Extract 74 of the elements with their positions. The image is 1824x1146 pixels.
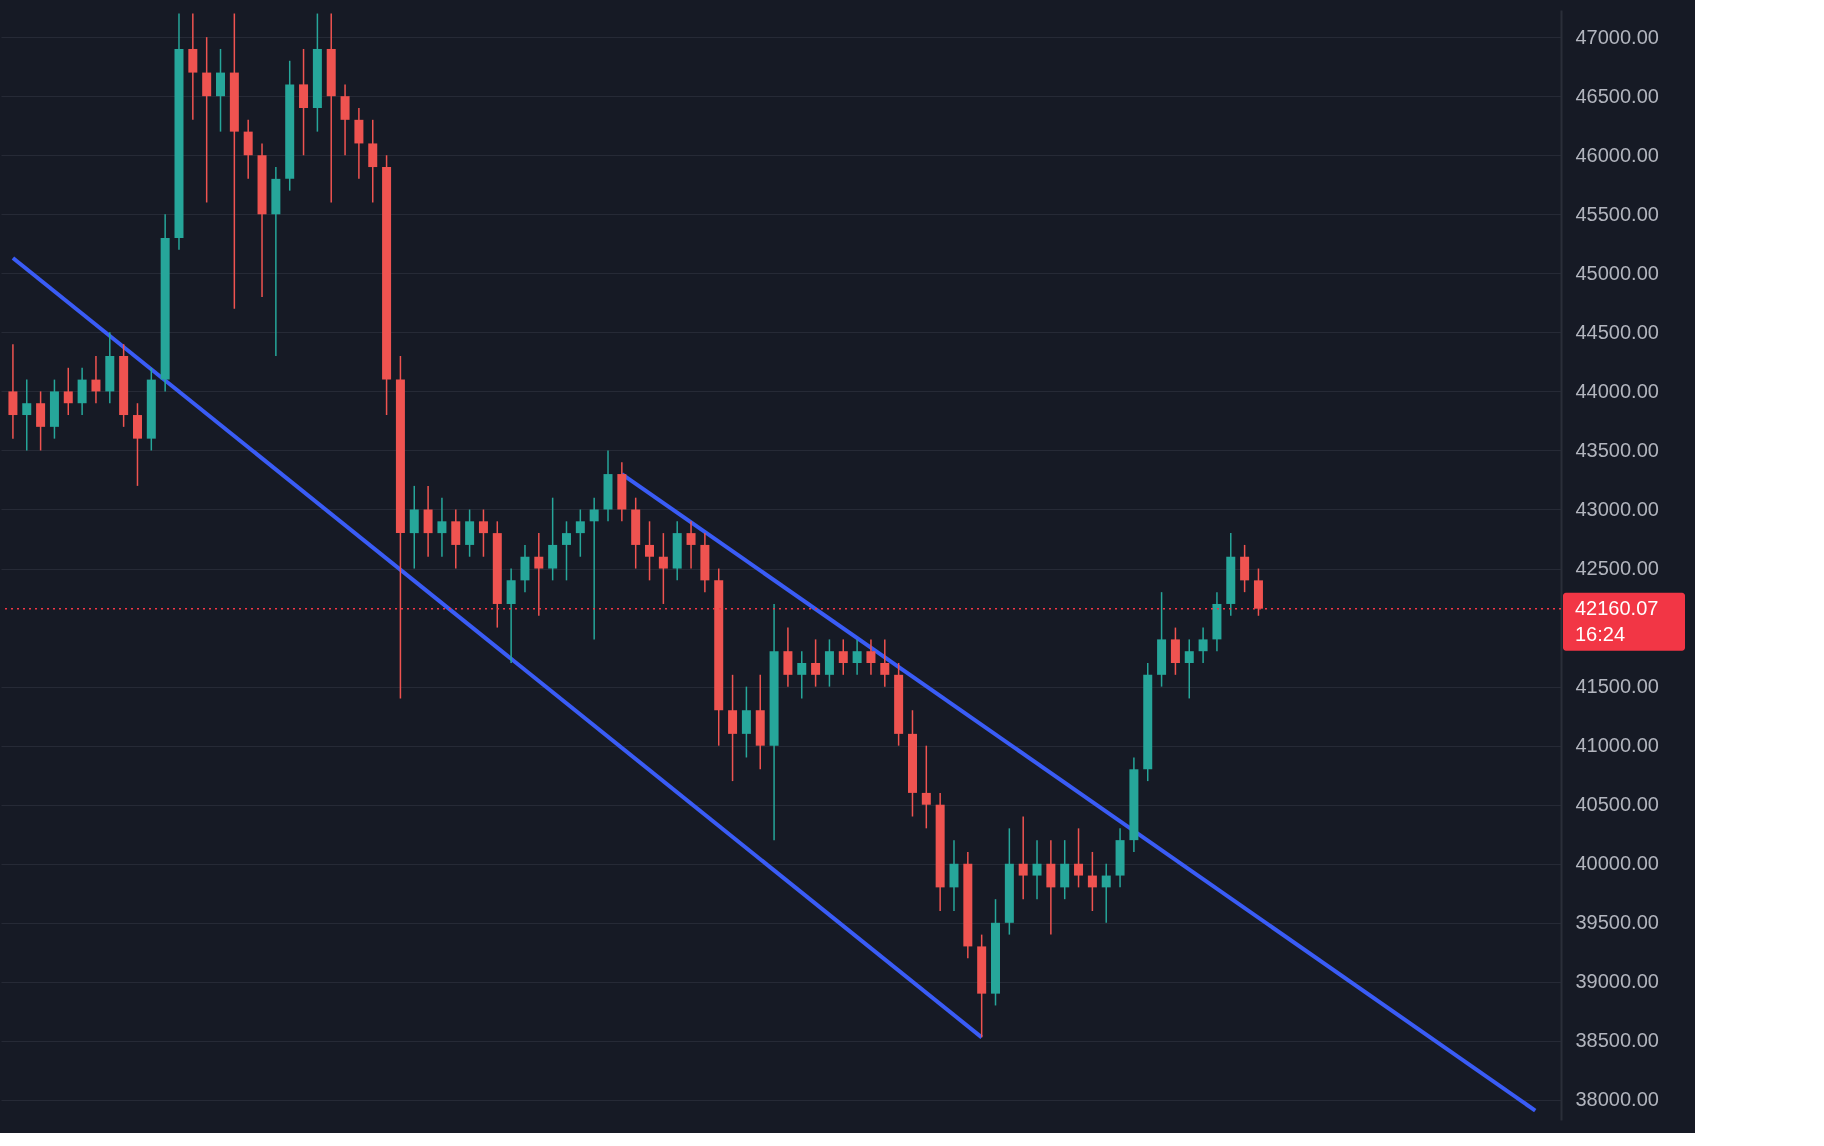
- y-tick-label: 41000.00: [1575, 734, 1659, 757]
- candlestick: [77, 367, 87, 416]
- candlestick: [548, 496, 558, 582]
- candlestick: [202, 36, 212, 204]
- candlestick: [478, 508, 488, 558]
- y-tick-label: 46500.00: [1575, 84, 1659, 107]
- candlestick: [465, 508, 475, 558]
- candlestick: [783, 626, 793, 688]
- candlestick: [451, 508, 461, 570]
- y-tick-label: 45000.00: [1575, 261, 1659, 284]
- candlestick: [824, 638, 834, 688]
- y-tick-label: 44000.00: [1575, 379, 1659, 402]
- candlestick: [686, 520, 696, 570]
- y-tick-label: 38500.00: [1575, 1029, 1659, 1052]
- candlestick: [1060, 839, 1070, 900]
- candlestick: [299, 48, 309, 156]
- candlestick: [63, 367, 73, 416]
- candlestick: [1240, 544, 1250, 593]
- candlestick: [1101, 863, 1111, 924]
- candlestick: [354, 107, 364, 180]
- y-tick-label: 45500.00: [1575, 202, 1659, 225]
- candlestick: [921, 744, 931, 830]
- candlestick: [437, 496, 447, 558]
- candlestick: [423, 485, 433, 558]
- candlestick: [188, 12, 198, 121]
- candlestick: [22, 378, 32, 452]
- candlestick: [811, 638, 821, 688]
- y-tick-label: 43000.00: [1575, 498, 1659, 520]
- candlestick: [575, 508, 585, 558]
- candlestick: [741, 685, 751, 759]
- candlestick: [36, 390, 46, 452]
- y-tick-label: 47000.00: [1575, 25, 1659, 48]
- candlestick: [409, 485, 419, 570]
- y-tick-label: 42500.00: [1575, 557, 1659, 580]
- candlestick: [91, 355, 101, 404]
- y-tick-label: 38000.00: [1575, 1088, 1659, 1111]
- candlestick: [1184, 638, 1194, 700]
- y-tick-label: 40500.00: [1575, 793, 1659, 816]
- candlestick: [1198, 626, 1208, 664]
- candlestick: [243, 119, 253, 180]
- candlestick: [866, 638, 876, 676]
- candlestick: [1074, 827, 1084, 889]
- candlestick: [368, 119, 378, 204]
- y-tick-label: 39500.00: [1575, 911, 1659, 934]
- y-tick-label: 44500.00: [1575, 320, 1659, 343]
- candlestick: [8, 343, 18, 440]
- candlestick: [1087, 851, 1097, 912]
- y-tick-label: 40000.00: [1575, 852, 1659, 875]
- candlestick: [880, 638, 890, 688]
- candlestick: [852, 638, 862, 676]
- candlestick: [728, 674, 738, 782]
- candlestick: [645, 520, 655, 582]
- candlestick: [658, 532, 668, 605]
- candlestick: [216, 48, 226, 133]
- candlestick: [1032, 839, 1042, 900]
- candlestick: [1170, 626, 1180, 676]
- candlestick: [520, 544, 530, 593]
- y-tick-label: 39000.00: [1575, 970, 1659, 993]
- candlestick: [534, 532, 544, 617]
- candlestick: [132, 402, 142, 487]
- y-tick-label: 41500.00: [1575, 675, 1659, 698]
- candlestick: [506, 567, 516, 664]
- candlestick: [838, 638, 848, 676]
- candlestick: [340, 83, 350, 156]
- y-tick-label: 43500.00: [1575, 438, 1659, 461]
- ref-line-label: 42160.07: [1575, 596, 1659, 619]
- candlestick: [1046, 839, 1056, 936]
- candlestick: [561, 520, 571, 582]
- candlestick: [1018, 815, 1028, 900]
- text: 16:24: [1575, 622, 1626, 645]
- candlestick: [589, 496, 599, 641]
- candlestick: [797, 650, 807, 700]
- candlestick: [949, 839, 959, 912]
- y-tick-label: 46000.00: [1575, 143, 1659, 166]
